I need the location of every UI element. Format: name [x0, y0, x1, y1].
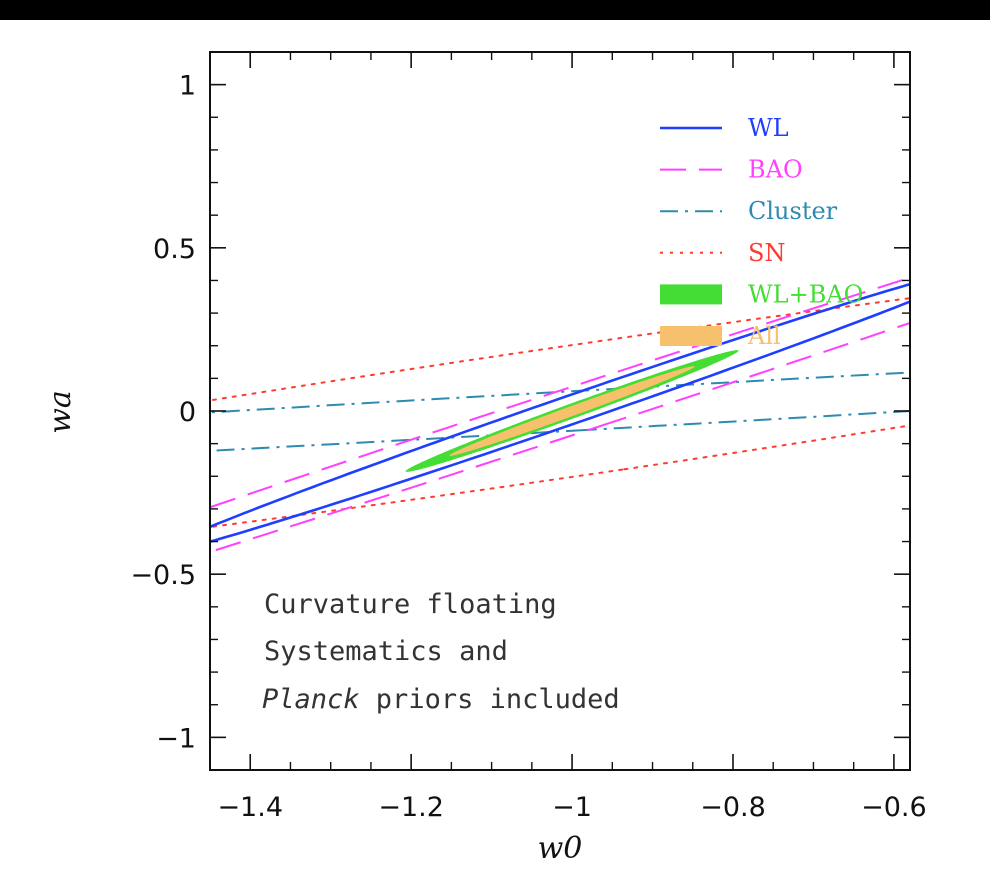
x-tick-label: −1.2: [378, 792, 444, 823]
legend-swatch-wl-bao: [660, 284, 722, 305]
annotation-line-3-rest: priors included: [360, 684, 620, 715]
x-tick-label: −1.4: [217, 792, 283, 823]
annotation-line-1: Curvature floating: [264, 589, 557, 620]
y-tick-label: 0: [179, 397, 196, 428]
y-tick-label: −0.5: [130, 560, 196, 591]
legend: WL BAO Cluster SN WL+BAO All: [660, 114, 863, 350]
ellipse-layer: [210, 276, 910, 554]
ellipse-wl: [210, 282, 910, 543]
legend-label-all: All: [747, 322, 781, 350]
plot-annotation: Curvature floating Systematics and Planc…: [262, 589, 620, 715]
y-tick-label: 0.5: [153, 234, 196, 265]
x-tick-label: −0.6: [861, 792, 927, 823]
legend-label-wl-bao: WL+BAO: [748, 280, 863, 308]
tick-layer: −1.4 −1.2 −1 −0.8 −0.6 −1 −0.5 0 0.5 1: [130, 51, 927, 823]
legend-label-cluster: Cluster: [748, 197, 838, 225]
legend-label-bao: BAO: [748, 156, 803, 184]
y-axis-title: wa: [43, 390, 78, 434]
x-tick-label: −0.8: [700, 792, 766, 823]
ellipse-cluster: [210, 371, 910, 452]
ellipse-bao: [210, 276, 910, 554]
legend-label-wl: WL: [748, 114, 789, 142]
annotation-line-3: Planck priors included: [262, 684, 620, 715]
legend-label-sn: SN: [748, 239, 785, 267]
annotation-line-2: Systematics and: [264, 636, 508, 667]
y-tick-label: −1: [156, 723, 196, 754]
ellipse-all: [449, 366, 695, 456]
annotation-planck: Planck: [262, 684, 360, 715]
figure-panel: −1.4 −1.2 −1 −0.8 −0.6 −1 −0.5 0 0.5 1 WL BAO Clust…: [0, 20, 990, 892]
x-tick-label: −1: [552, 792, 592, 823]
ellipse-chart: −1.4 −1.2 −1 −0.8 −0.6 −1 −0.5 0 0.5 1 WL BAO Clust…: [43, 51, 927, 866]
ellipse-sn: [210, 297, 910, 529]
legend-swatch-all: [660, 326, 722, 346]
y-tick-label: 1: [179, 71, 196, 102]
x-axis-title: w0: [538, 831, 583, 866]
